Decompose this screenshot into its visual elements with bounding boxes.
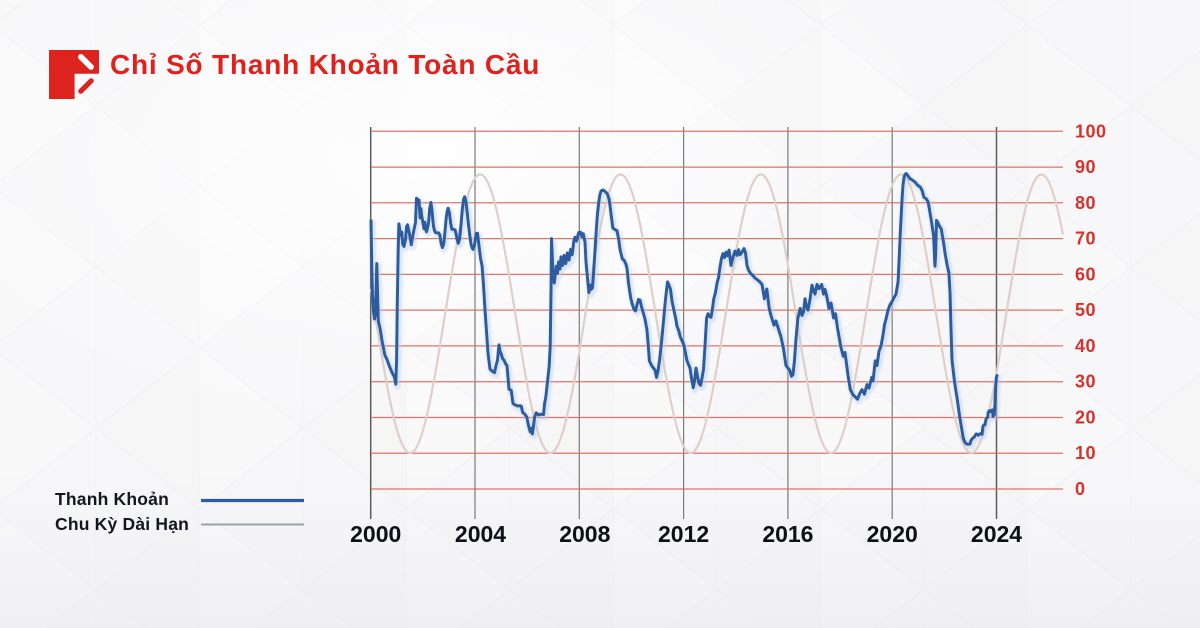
svg-text:100: 100 — [1075, 121, 1107, 141]
svg-text:2016: 2016 — [762, 521, 813, 547]
svg-text:10: 10 — [1075, 443, 1096, 463]
svg-text:40: 40 — [1075, 336, 1096, 356]
svg-text:80: 80 — [1075, 193, 1096, 213]
svg-text:20: 20 — [1075, 408, 1096, 428]
svg-text:2024: 2024 — [971, 521, 1022, 547]
svg-text:2000: 2000 — [350, 521, 401, 547]
svg-text:2020: 2020 — [867, 521, 918, 547]
svg-text:0: 0 — [1075, 479, 1086, 499]
svg-text:60: 60 — [1075, 264, 1096, 284]
svg-text:90: 90 — [1075, 157, 1096, 177]
svg-text:2012: 2012 — [658, 521, 709, 547]
svg-text:2004: 2004 — [455, 521, 506, 547]
svg-text:30: 30 — [1075, 372, 1096, 392]
svg-text:70: 70 — [1075, 229, 1096, 249]
svg-text:2008: 2008 — [559, 521, 610, 547]
svg-text:Thanh Khoản: Thanh Khoản — [55, 489, 169, 509]
svg-text:Chỉ Số Thanh Khoản Toàn Cầu: Chỉ Số Thanh Khoản Toàn Cầu — [110, 49, 540, 80]
svg-text:Chu Kỳ Dài Hạn: Chu Kỳ Dài Hạn — [55, 514, 189, 534]
svg-text:50: 50 — [1075, 300, 1096, 320]
